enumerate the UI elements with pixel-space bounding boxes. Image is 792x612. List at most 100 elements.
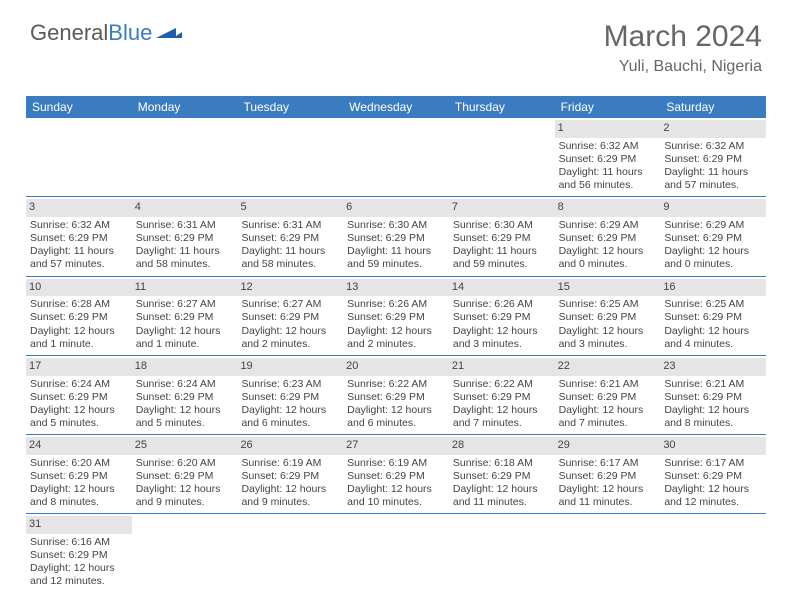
calendar-cell: 28Sunrise: 6:18 AMSunset: 6:29 PMDayligh… [449,435,555,513]
calendar-cell: 1Sunrise: 6:32 AMSunset: 6:29 PMDaylight… [555,118,661,196]
sunset-text: Sunset: 6:29 PM [136,470,234,483]
calendar-cell: 21Sunrise: 6:22 AMSunset: 6:29 PMDayligh… [449,356,555,434]
calendar-cell: 27Sunrise: 6:19 AMSunset: 6:29 PMDayligh… [343,435,449,513]
calendar-cell [449,514,555,592]
daylight-text: Daylight: 12 hours and 9 minutes. [241,483,339,509]
calendar-cell: 14Sunrise: 6:26 AMSunset: 6:29 PMDayligh… [449,277,555,355]
sunset-text: Sunset: 6:29 PM [664,232,762,245]
day-number: 17 [26,358,132,376]
sunrise-text: Sunrise: 6:32 AM [664,140,762,153]
calendar-cell [343,118,449,196]
daylight-text: Daylight: 12 hours and 10 minutes. [347,483,445,509]
day-number: 11 [132,279,238,297]
daylight-text: Daylight: 11 hours and 59 minutes. [453,245,551,271]
calendar-cell: 15Sunrise: 6:25 AMSunset: 6:29 PMDayligh… [555,277,661,355]
daylight-text: Daylight: 11 hours and 56 minutes. [559,166,657,192]
day-header: Saturday [660,96,766,118]
week-row: 24Sunrise: 6:20 AMSunset: 6:29 PMDayligh… [26,435,766,514]
calendar-cell: 29Sunrise: 6:17 AMSunset: 6:29 PMDayligh… [555,435,661,513]
sunrise-text: Sunrise: 6:19 AM [241,457,339,470]
daylight-text: Daylight: 12 hours and 7 minutes. [559,404,657,430]
calendar-cell: 9Sunrise: 6:29 AMSunset: 6:29 PMDaylight… [660,197,766,275]
location: Yuli, Bauchi, Nigeria [604,58,762,76]
sunrise-text: Sunrise: 6:24 AM [30,378,128,391]
day-header: Sunday [26,96,132,118]
sunrise-text: Sunrise: 6:21 AM [664,378,762,391]
daylight-text: Daylight: 12 hours and 8 minutes. [30,483,128,509]
week-row: 1Sunrise: 6:32 AMSunset: 6:29 PMDaylight… [26,118,766,197]
daylight-text: Daylight: 12 hours and 2 minutes. [347,325,445,351]
daylight-text: Daylight: 12 hours and 12 minutes. [664,483,762,509]
day-number: 2 [660,120,766,138]
calendar-cell: 25Sunrise: 6:20 AMSunset: 6:29 PMDayligh… [132,435,238,513]
flag-icon [156,24,182,42]
sunrise-text: Sunrise: 6:17 AM [664,457,762,470]
sunrise-text: Sunrise: 6:21 AM [559,378,657,391]
daylight-text: Daylight: 12 hours and 9 minutes. [136,483,234,509]
calendar-cell: 23Sunrise: 6:21 AMSunset: 6:29 PMDayligh… [660,356,766,434]
daylight-text: Daylight: 11 hours and 57 minutes. [30,245,128,271]
calendar-cell [237,514,343,592]
calendar-cell [343,514,449,592]
day-header: Wednesday [343,96,449,118]
day-number: 22 [555,358,661,376]
sunset-text: Sunset: 6:29 PM [664,470,762,483]
calendar-cell: 6Sunrise: 6:30 AMSunset: 6:29 PMDaylight… [343,197,449,275]
day-number: 16 [660,279,766,297]
day-number: 6 [343,199,449,217]
sunrise-text: Sunrise: 6:17 AM [559,457,657,470]
sunset-text: Sunset: 6:29 PM [453,311,551,324]
calendar-cell: 4Sunrise: 6:31 AMSunset: 6:29 PMDaylight… [132,197,238,275]
calendar-cell [237,118,343,196]
sunset-text: Sunset: 6:29 PM [453,232,551,245]
daylight-text: Daylight: 12 hours and 5 minutes. [30,404,128,430]
sunset-text: Sunset: 6:29 PM [30,232,128,245]
sunrise-text: Sunrise: 6:26 AM [453,298,551,311]
sunset-text: Sunset: 6:29 PM [347,232,445,245]
daylight-text: Daylight: 11 hours and 59 minutes. [347,245,445,271]
daylight-text: Daylight: 11 hours and 58 minutes. [241,245,339,271]
sunset-text: Sunset: 6:29 PM [559,470,657,483]
sunrise-text: Sunrise: 6:22 AM [347,378,445,391]
daylight-text: Daylight: 11 hours and 58 minutes. [136,245,234,271]
sunset-text: Sunset: 6:29 PM [559,232,657,245]
calendar-cell: 10Sunrise: 6:28 AMSunset: 6:29 PMDayligh… [26,277,132,355]
sunset-text: Sunset: 6:29 PM [664,311,762,324]
daylight-text: Daylight: 12 hours and 1 minute. [30,325,128,351]
day-number: 12 [237,279,343,297]
daylight-text: Daylight: 12 hours and 12 minutes. [30,562,128,588]
sunrise-text: Sunrise: 6:16 AM [30,536,128,549]
daylight-text: Daylight: 12 hours and 3 minutes. [453,325,551,351]
sunrise-text: Sunrise: 6:27 AM [241,298,339,311]
week-row: 10Sunrise: 6:28 AMSunset: 6:29 PMDayligh… [26,277,766,356]
sunset-text: Sunset: 6:29 PM [30,549,128,562]
calendar-cell [660,514,766,592]
day-number: 31 [26,516,132,534]
week-row: 17Sunrise: 6:24 AMSunset: 6:29 PMDayligh… [26,356,766,435]
day-number: 28 [449,437,555,455]
calendar-cell: 7Sunrise: 6:30 AMSunset: 6:29 PMDaylight… [449,197,555,275]
day-number: 19 [237,358,343,376]
day-number: 3 [26,199,132,217]
sunrise-text: Sunrise: 6:32 AM [30,219,128,232]
sunset-text: Sunset: 6:29 PM [347,311,445,324]
calendar-cell: 30Sunrise: 6:17 AMSunset: 6:29 PMDayligh… [660,435,766,513]
day-number: 9 [660,199,766,217]
sunset-text: Sunset: 6:29 PM [559,311,657,324]
sunrise-text: Sunrise: 6:29 AM [664,219,762,232]
month-title: March 2024 [604,20,762,54]
calendar-cell: 5Sunrise: 6:31 AMSunset: 6:29 PMDaylight… [237,197,343,275]
day-number: 29 [555,437,661,455]
day-number: 15 [555,279,661,297]
sunset-text: Sunset: 6:29 PM [347,470,445,483]
day-number: 23 [660,358,766,376]
day-header: Friday [555,96,661,118]
calendar-cell: 12Sunrise: 6:27 AMSunset: 6:29 PMDayligh… [237,277,343,355]
weeks-container: 1Sunrise: 6:32 AMSunset: 6:29 PMDaylight… [26,118,766,593]
day-header: Tuesday [237,96,343,118]
calendar-cell: 13Sunrise: 6:26 AMSunset: 6:29 PMDayligh… [343,277,449,355]
calendar-cell: 20Sunrise: 6:22 AMSunset: 6:29 PMDayligh… [343,356,449,434]
sunrise-text: Sunrise: 6:25 AM [559,298,657,311]
sunset-text: Sunset: 6:29 PM [559,153,657,166]
calendar-cell [26,118,132,196]
